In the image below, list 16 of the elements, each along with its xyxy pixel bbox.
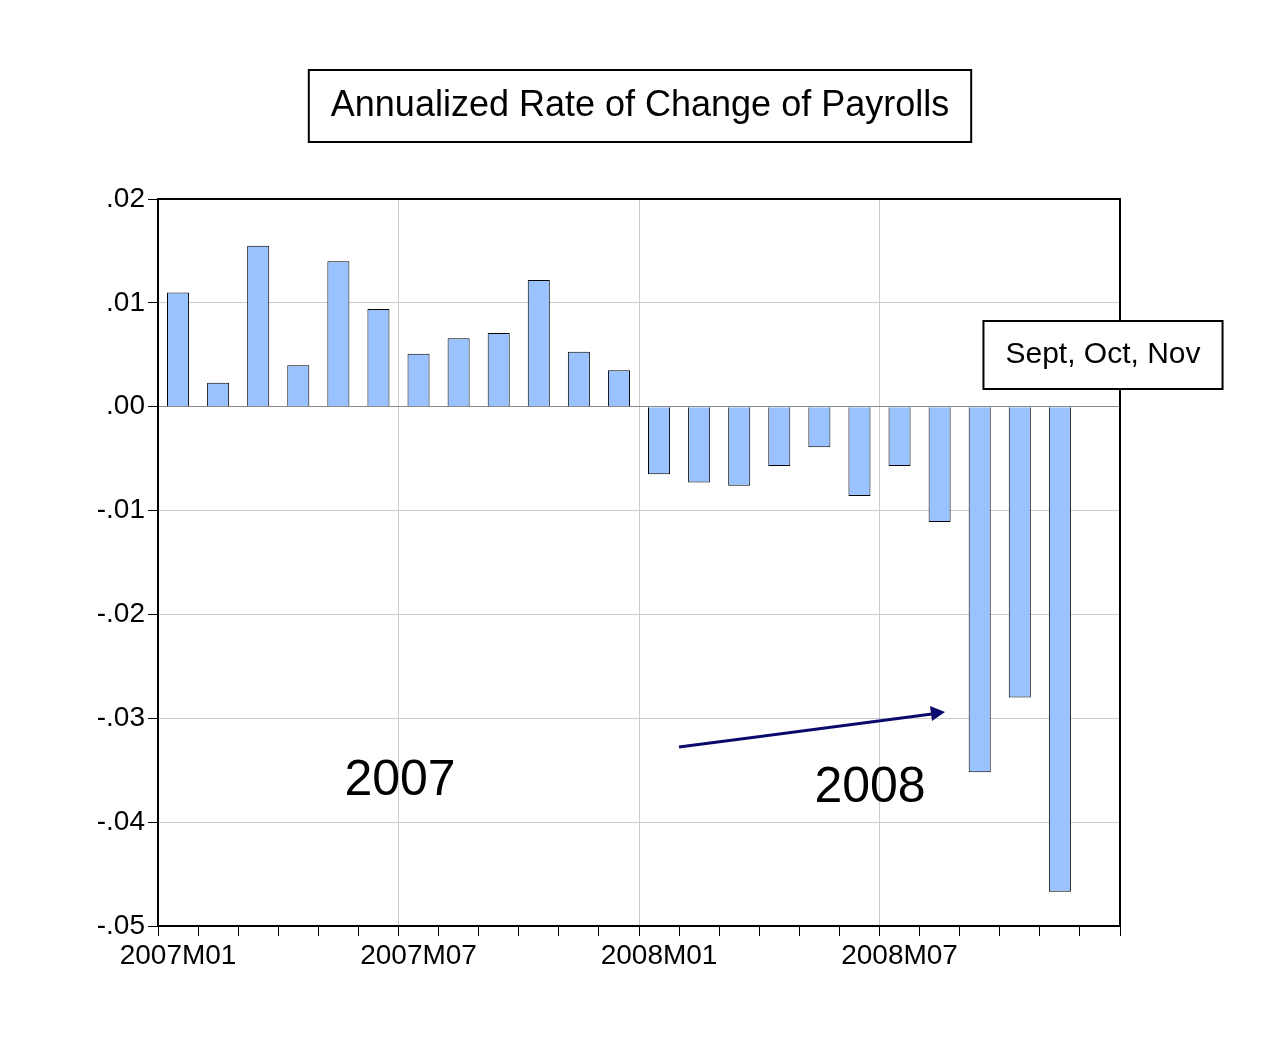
y-tick-label: .01 — [106, 285, 145, 317]
chart-title: Annualized Rate of Change of Payrolls — [330, 82, 950, 124]
y-tick-label: -.01 — [96, 493, 145, 525]
y-tick-label: -.02 — [96, 597, 145, 629]
x-tick-label: 2008M01 — [600, 938, 718, 970]
annotation: 2007 — [344, 749, 456, 806]
y-tick-label: .00 — [106, 389, 145, 421]
x-tick-label: 2008M07 — [841, 938, 958, 970]
x-tick-label: 2007M07 — [360, 938, 477, 970]
y-tick-label: -.05 — [96, 908, 145, 940]
y-tick-label: -.04 — [96, 804, 145, 836]
y-tick-label: -.03 — [96, 701, 145, 732]
y-tick-label: .02 — [106, 181, 145, 213]
annotation: 2008 — [814, 756, 926, 813]
x-tick-label: 2007M01 — [119, 938, 237, 970]
annotation: Sept, Oct, Nov — [1005, 336, 1201, 370]
